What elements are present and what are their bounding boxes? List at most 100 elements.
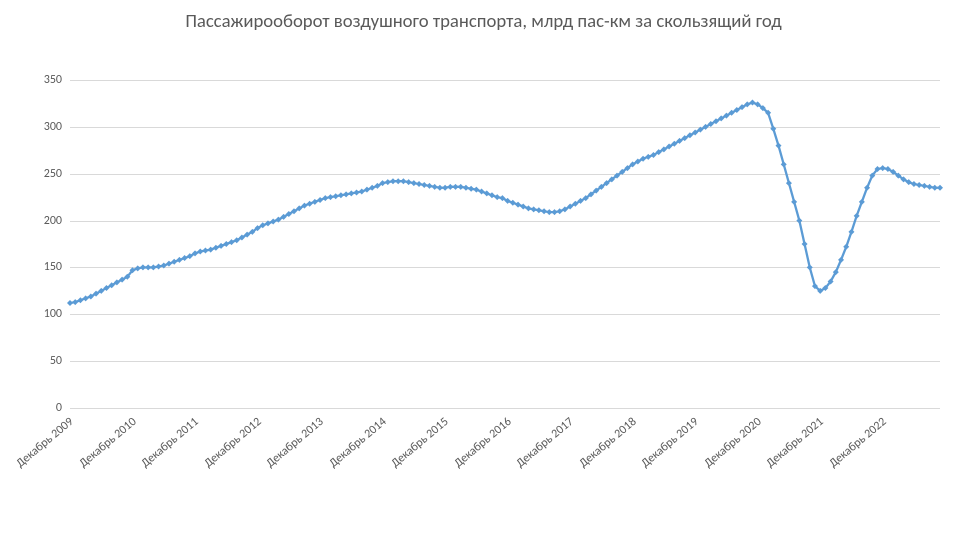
series-marker [156, 263, 162, 269]
series-marker [135, 265, 141, 271]
series-marker [776, 143, 782, 149]
x-tick-label: Декабрь 2015 [385, 410, 452, 470]
x-tick-label: Декабрь 2009 [10, 410, 77, 470]
series-marker [447, 184, 453, 190]
series-marker [270, 219, 276, 225]
series-marker [307, 201, 313, 207]
series-marker [364, 187, 370, 193]
series-marker [437, 185, 443, 191]
x-tick-label: Декабрь 2021 [760, 410, 827, 470]
series-marker [802, 241, 808, 247]
series-marker [770, 126, 776, 132]
x-tick-label: Декабрь 2014 [322, 410, 389, 470]
series-marker [322, 195, 328, 201]
series-marker [208, 247, 214, 253]
x-tick-label: Декабрь 2010 [72, 410, 139, 470]
series-marker [880, 165, 886, 171]
series-marker [479, 189, 485, 195]
y-tick-label: 50 [50, 354, 70, 368]
series-marker [411, 180, 417, 186]
series-marker [406, 179, 412, 185]
x-tick-label: Декабрь 2020 [698, 410, 765, 470]
series-marker [317, 197, 323, 203]
x-tick-label: Декабрь 2017 [510, 410, 577, 470]
series-polyline [70, 102, 940, 303]
plot-area: 050100150200250300350Декабрь 2009Декабрь… [70, 80, 940, 408]
series-marker [843, 244, 849, 250]
series-marker [536, 207, 542, 213]
y-tick-label: 150 [44, 260, 70, 274]
series-marker [937, 185, 943, 191]
series-marker [140, 264, 146, 270]
y-tick-label: 300 [44, 120, 70, 134]
series-marker [166, 261, 172, 267]
series-marker [343, 191, 349, 197]
series-marker [182, 255, 188, 261]
series-marker [557, 208, 563, 214]
series-marker [197, 248, 203, 254]
series-marker [781, 161, 787, 167]
series-marker [338, 192, 344, 198]
series-marker [348, 190, 354, 196]
y-tick-label: 200 [44, 214, 70, 228]
series-marker [854, 213, 860, 219]
series-marker [83, 295, 89, 301]
series-marker [432, 184, 438, 190]
series-marker [551, 209, 557, 215]
series-marker [786, 180, 792, 186]
x-tick-label: Декабрь 2019 [635, 410, 702, 470]
series-marker [223, 241, 229, 247]
series-marker [442, 185, 448, 191]
series-marker [515, 202, 521, 208]
series-marker [494, 194, 500, 200]
x-tick-label: Декабрь 2013 [260, 410, 327, 470]
series-marker [369, 185, 375, 191]
series-marker [473, 187, 479, 193]
series-marker [176, 257, 182, 263]
series-marker [202, 248, 208, 254]
series-marker [145, 264, 151, 270]
series-marker [848, 229, 854, 235]
series-marker [354, 189, 360, 195]
series-marker [796, 218, 802, 224]
series-marker [749, 99, 755, 105]
series-marker [77, 297, 83, 303]
series-marker [484, 190, 490, 196]
series-marker [916, 182, 922, 188]
series-marker [458, 184, 464, 190]
series-marker [546, 209, 552, 215]
x-tick-label: Декабрь 2018 [572, 410, 639, 470]
series-marker [463, 185, 469, 191]
series-marker [645, 154, 651, 160]
series-marker [911, 181, 917, 187]
series-marker [150, 264, 156, 270]
x-tick-label: Декабрь 2022 [823, 410, 890, 470]
series-marker [932, 185, 938, 191]
gridline [70, 408, 940, 409]
series-marker [520, 204, 526, 210]
series-marker [359, 189, 365, 195]
series-marker [390, 178, 396, 184]
series-marker [171, 259, 177, 265]
series-marker [400, 178, 406, 184]
series-marker [927, 184, 933, 190]
series-marker [312, 199, 318, 205]
series-marker [421, 182, 427, 188]
y-tick-label: 100 [44, 307, 70, 321]
series-marker [265, 220, 271, 226]
x-tick-label: Декабрь 2012 [197, 410, 264, 470]
series-marker [395, 178, 401, 184]
series-marker [161, 263, 167, 269]
series-marker [333, 193, 339, 199]
series-marker [541, 208, 547, 214]
chart-title: Пассажирооборот воздушного транспорта, м… [0, 10, 967, 33]
y-tick-label: 350 [44, 73, 70, 87]
series-marker [218, 243, 224, 249]
series-marker [453, 184, 459, 190]
series-marker [468, 186, 474, 192]
y-tick-label: 250 [44, 167, 70, 181]
series-marker [859, 199, 865, 205]
series-marker [791, 199, 797, 205]
series-marker [67, 300, 73, 306]
chart-container: Пассажирооборот воздушного транспорта, м… [0, 0, 967, 538]
